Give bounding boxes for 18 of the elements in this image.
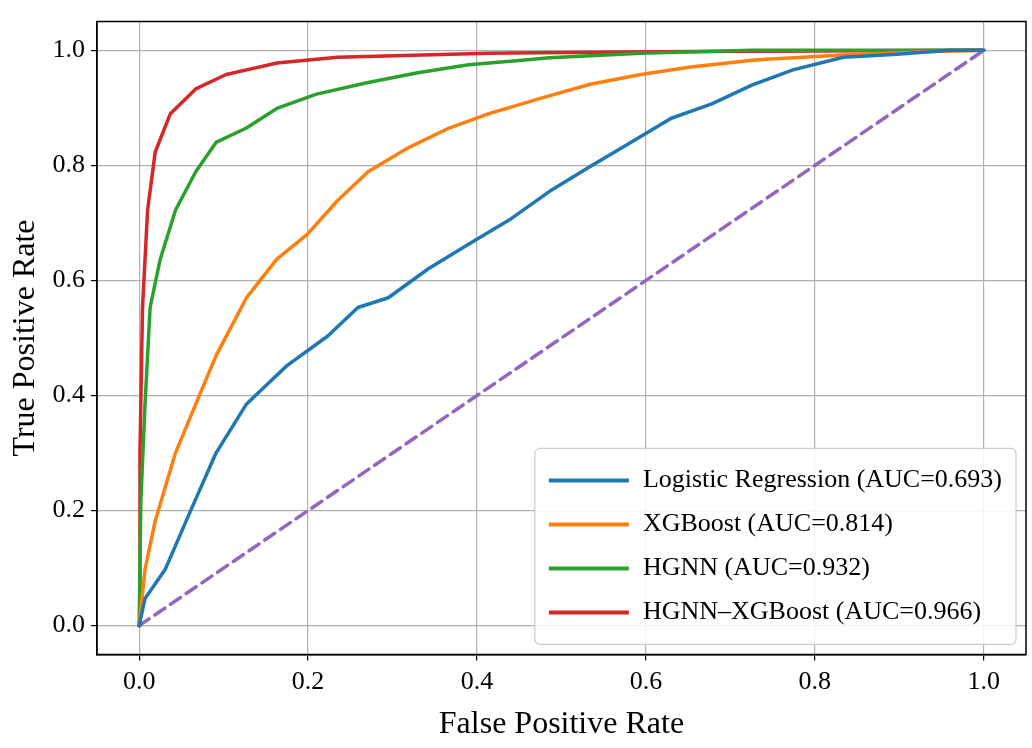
x-tick-label: 0.2 xyxy=(291,665,325,695)
legend-label: Logistic Regression (AUC=0.693) xyxy=(642,464,1002,494)
x-axis-title: False Positive Rate xyxy=(438,704,685,741)
legend-label: HGNN (AUC=0.932) xyxy=(642,552,870,582)
legend-label: XGBoost (AUC=0.814) xyxy=(642,508,893,538)
y-axis-title: True Positive Rate xyxy=(4,219,41,457)
y-tick-label: 0.6 xyxy=(52,264,85,294)
x-tick-label: 0.4 xyxy=(460,665,494,695)
y-tick-label: 0.8 xyxy=(52,149,85,179)
y-tick-label: 0.4 xyxy=(52,379,85,409)
y-tick-label: 1.0 xyxy=(52,34,85,64)
x-tick-label: 0.0 xyxy=(122,665,156,695)
legend-label: HGNN–XGBoost (AUC=0.966) xyxy=(642,596,982,626)
y-tick-label: 0.0 xyxy=(52,609,85,639)
x-tick-label: 0.6 xyxy=(629,665,663,695)
x-tick-label: 0.8 xyxy=(798,665,832,695)
y-tick-label: 0.2 xyxy=(52,494,85,524)
x-tick-label: 1.0 xyxy=(967,665,1001,695)
